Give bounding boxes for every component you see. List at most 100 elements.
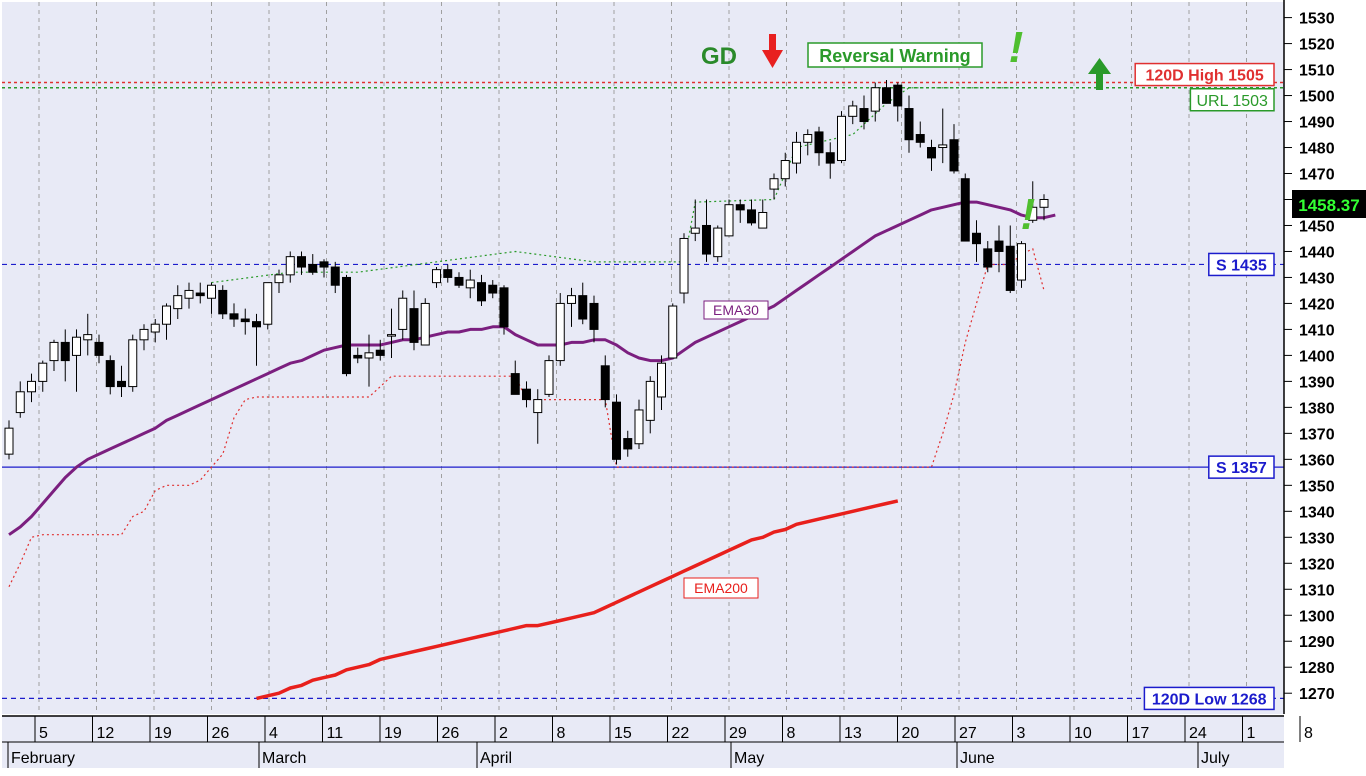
- y-tick-label: 1450: [1299, 218, 1335, 235]
- candle: [848, 100, 858, 125]
- candle: [15, 381, 25, 418]
- candle-body: [353, 354, 363, 359]
- candle-body: [972, 232, 981, 245]
- candle-body: [915, 134, 925, 143]
- candle-body: [105, 360, 115, 388]
- candle-body: [904, 108, 914, 141]
- candle: [308, 254, 318, 275]
- y-tick-label: 1390: [1299, 374, 1335, 391]
- level-label: 120D Low 1268: [1152, 691, 1267, 708]
- candle: [567, 287, 576, 327]
- candle-body: [612, 401, 621, 460]
- candle: [398, 290, 408, 340]
- candle-body: [420, 302, 430, 346]
- y-tick-label: 1490: [1299, 115, 1335, 132]
- candle: [825, 142, 835, 179]
- candle: [319, 259, 329, 278]
- ema200-label: EMA200: [694, 580, 748, 596]
- y-tick-label: 1370: [1299, 426, 1335, 443]
- y-tick-label: 1320: [1299, 556, 1335, 573]
- y-tick-label: 1310: [1299, 582, 1335, 599]
- candle: [38, 360, 48, 392]
- candle: [432, 267, 441, 288]
- candle: [555, 293, 565, 366]
- candle-body: [1039, 198, 1049, 208]
- candle-body: [1017, 243, 1026, 281]
- candle-body: [443, 269, 453, 278]
- candle-body: [848, 105, 858, 117]
- candle-body: [600, 365, 610, 401]
- candle: [454, 272, 464, 288]
- candle-body: [792, 141, 801, 164]
- candle: [859, 95, 869, 130]
- annotations-layer: GD Reversal Warning ! ! EMA30 EMA200: [683, 23, 1111, 599]
- candle-body: [454, 276, 464, 286]
- up-arrow-icon: [1088, 58, 1111, 90]
- candle: [758, 199, 768, 229]
- level-labels: 120D High 1505 URL 1503 S 1435 S 1357 120D L…: [1134, 62, 1275, 711]
- candle-body: [645, 380, 655, 421]
- ema30-label-box: [703, 300, 769, 320]
- y-tick-label: 1270: [1299, 686, 1335, 703]
- candle: [938, 108, 948, 164]
- candle-body: [195, 292, 205, 297]
- candle-body: [139, 328, 149, 341]
- candle: [94, 334, 104, 364]
- candle-body: [623, 438, 633, 450]
- candle: [544, 355, 554, 397]
- candle: [657, 355, 666, 410]
- candle-body: [690, 227, 700, 234]
- candle-body: [578, 295, 588, 320]
- candle: [49, 339, 59, 371]
- candle-body: [342, 276, 351, 375]
- candle-body: [4, 427, 14, 455]
- y-tick-label: 1290: [1299, 634, 1335, 651]
- candle: [420, 298, 430, 346]
- candle-body: [499, 287, 509, 328]
- candle-body: [375, 349, 385, 356]
- exclamation-icon: !: [1021, 190, 1036, 239]
- x-tick-label: 2: [499, 725, 508, 742]
- candle-body: [274, 274, 284, 284]
- candle-body: [814, 131, 824, 154]
- candle-body: [713, 227, 723, 258]
- month-label: June: [960, 750, 995, 767]
- candle-body: [657, 362, 666, 398]
- y-tick-label: 1360: [1299, 452, 1335, 469]
- candle: [342, 274, 351, 377]
- candle: [72, 329, 81, 392]
- candles-layer: [4, 79, 1049, 465]
- candle-body: [544, 360, 554, 395]
- y-tick-label: 1410: [1299, 322, 1335, 339]
- x-tick-label: 27: [959, 725, 977, 742]
- candle-body: [319, 261, 329, 268]
- candle-body: [252, 321, 261, 328]
- x-tick-label: 19: [154, 725, 172, 742]
- candle-body: [162, 305, 171, 325]
- level-label: S 1357: [1216, 460, 1267, 477]
- candle-body: [735, 204, 745, 211]
- candle: [634, 399, 644, 449]
- y-tick-label: 1430: [1299, 270, 1335, 287]
- level-label: URL 1503: [1196, 93, 1268, 110]
- candle: [4, 420, 14, 460]
- x-tick-label: 22: [672, 725, 690, 742]
- candle: [702, 199, 711, 262]
- ema200-label-box: [683, 577, 759, 599]
- y-axis: 1270 1280 1290 1300 1310 1320 1330 1340 1350 1360…: [1283, 0, 1366, 714]
- x-tick-label: 1: [1247, 725, 1256, 742]
- x-tick-label: 10: [1074, 725, 1092, 742]
- candle: [465, 269, 475, 299]
- candle: [735, 199, 745, 223]
- candle-body: [837, 115, 846, 162]
- level-label: S 1435: [1216, 257, 1267, 274]
- candle-body: [38, 362, 48, 382]
- x-tick-label: 26: [212, 725, 230, 742]
- level-label-box: [1208, 252, 1275, 277]
- level-label-box: [1134, 62, 1275, 87]
- candle: [184, 282, 194, 309]
- candle-body: [927, 147, 936, 159]
- candle-body: [308, 263, 318, 273]
- y-tick-label: 1380: [1299, 400, 1335, 417]
- candle-body: [589, 302, 599, 330]
